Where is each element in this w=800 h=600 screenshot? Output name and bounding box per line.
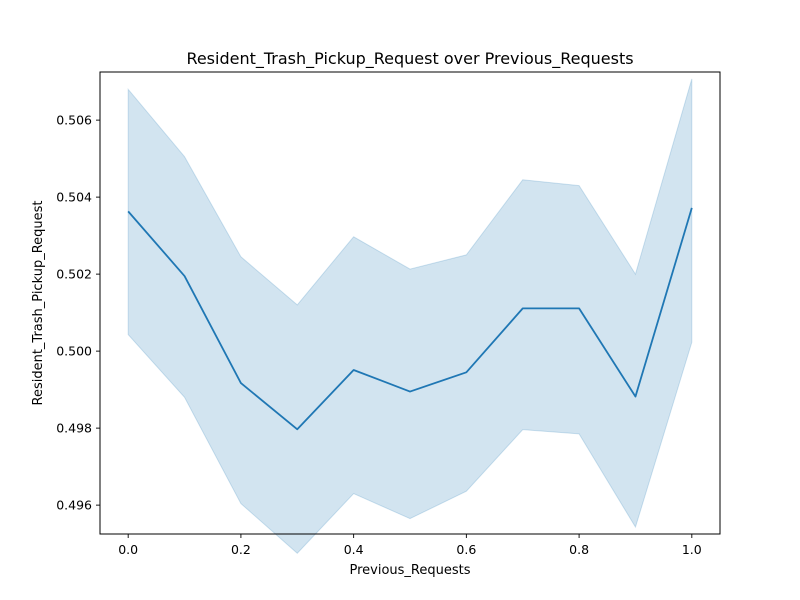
y-tick-label: 0.502 [56, 267, 92, 282]
x-tick-label: 0.4 [344, 542, 364, 557]
x-tick-label: 1.0 [682, 542, 702, 557]
series-line [127, 207, 693, 431]
x-tick-label: 0.8 [569, 542, 589, 557]
y-tick-label: 0.506 [56, 113, 92, 128]
x-tick-label: 0.6 [456, 542, 476, 557]
x-axis-label: Previous_Requests [349, 563, 470, 578]
x-tick-label: 0.0 [118, 542, 138, 557]
y-tick-label: 0.496 [56, 498, 92, 513]
y-tick-label: 0.500 [56, 344, 92, 359]
chart-title: Resident_Trash_Pickup_Request over Previ… [186, 49, 633, 69]
series-line-layer [127, 207, 693, 431]
y-tick-label: 0.498 [56, 421, 92, 436]
plot-area-frame [99, 71, 721, 535]
x-axis-ticks: 0.0 0.2 0.4 0.6 0.8 1.0 [118, 534, 702, 557]
x-tick-label: 0.2 [231, 542, 251, 557]
confidence-band [127, 78, 693, 554]
y-axis-label: Resident_Trash_Pickup_Request [31, 200, 46, 405]
y-tick-label: 0.504 [56, 190, 92, 205]
confidence-band-layer [127, 78, 693, 554]
y-axis-ticks: 0.496 0.498 0.500 0.502 0.504 0.506 [56, 113, 100, 513]
